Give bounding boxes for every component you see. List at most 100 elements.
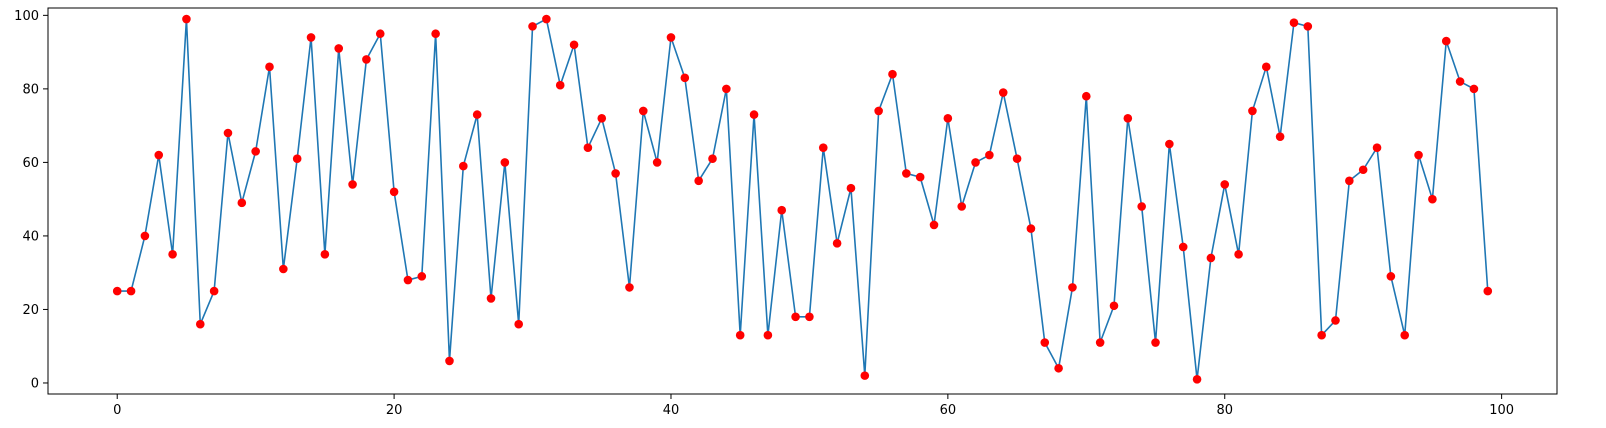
data-point: [985, 150, 994, 160]
data-point: [1372, 143, 1382, 152]
data-point: [874, 106, 883, 116]
data-point: [652, 158, 662, 167]
data-point: [763, 330, 773, 340]
data-point: [1441, 36, 1451, 46]
data-point: [334, 44, 344, 53]
data-point: [1206, 253, 1216, 263]
data-point: [1165, 139, 1174, 149]
data-point: [680, 73, 690, 83]
data-point: [611, 169, 620, 178]
data-point: [1303, 22, 1313, 31]
data-point: [625, 283, 634, 292]
data-point: [168, 250, 177, 259]
data-point: [1248, 106, 1257, 116]
data-point: [1483, 286, 1493, 296]
data-point: [1400, 330, 1410, 340]
data-point: [1109, 301, 1119, 311]
data-point: [112, 286, 122, 296]
series-line: [117, 18, 1489, 381]
data-point: [279, 264, 288, 274]
data-point: [1137, 202, 1146, 211]
data-point: [265, 62, 274, 72]
data-point: [348, 180, 357, 189]
data-point: [1428, 194, 1437, 204]
x-tick-label: 80: [1216, 403, 1233, 418]
data-point: [431, 29, 440, 39]
axis-ticks: 0 20 40 60 80 100 0 20 40 60 80 100: [14, 9, 1514, 418]
data-point: [846, 183, 856, 193]
data-point: [389, 187, 399, 197]
data-point: [1345, 176, 1354, 186]
data-point: [1386, 272, 1396, 281]
data-point: [375, 29, 385, 39]
data-point: [957, 202, 967, 211]
y-tick-label: 100: [14, 9, 39, 24]
data-point: [569, 40, 579, 50]
data-point: [500, 158, 510, 167]
data-point: [126, 286, 136, 296]
data-point: [818, 143, 828, 152]
data-point: [472, 110, 482, 119]
x-tick-label: 40: [663, 403, 680, 418]
data-point: [777, 205, 787, 215]
data-point: [583, 143, 593, 152]
data-point: [666, 33, 676, 42]
data-point: [1151, 338, 1160, 347]
data-point: [251, 147, 260, 156]
data-point: [694, 176, 703, 186]
data-point: [1082, 91, 1091, 101]
y-tick-label: 80: [22, 82, 39, 97]
data-point: [320, 250, 330, 259]
data-point: [902, 169, 911, 178]
data-point: [1289, 18, 1299, 28]
data-point: [223, 128, 233, 138]
data-point: [805, 312, 814, 322]
data-point: [929, 220, 939, 230]
data-point: [1331, 316, 1340, 325]
data-point: [1469, 84, 1479, 94]
data-point: [888, 69, 897, 79]
data-point: [154, 150, 164, 160]
data-point: [528, 22, 537, 31]
data-point: [735, 330, 745, 340]
data-point: [237, 198, 247, 208]
data-point: [860, 371, 870, 380]
data-point: [1358, 165, 1368, 175]
data-point: [1095, 338, 1105, 347]
axes-frame: [47, 7, 1558, 395]
y-tick-label: 40: [22, 229, 39, 244]
data-point: [708, 154, 717, 164]
data-point: [597, 113, 607, 123]
data-point: [292, 154, 302, 164]
y-tick-label: 0: [31, 376, 39, 391]
data-point: [445, 356, 454, 366]
data-point: [1040, 338, 1050, 347]
x-tick-label: 20: [386, 403, 403, 418]
data-point: [1068, 283, 1077, 292]
data-point: [1178, 242, 1188, 252]
y-tick-label: 60: [22, 156, 39, 171]
data-point: [459, 161, 468, 171]
data-point: [722, 84, 731, 94]
y-tick-label: 20: [22, 303, 39, 318]
data-point: [1455, 77, 1465, 86]
x-tick-label: 100: [1489, 403, 1514, 418]
data-point: [971, 158, 980, 167]
data-point: [514, 319, 523, 329]
data-point: [1414, 150, 1423, 160]
data-point: [1220, 180, 1230, 189]
data-point: [1123, 113, 1133, 123]
data-point: [362, 55, 371, 64]
data-point: [943, 113, 953, 123]
data-point: [998, 88, 1008, 97]
data-point: [1192, 375, 1202, 384]
data-point: [638, 106, 648, 116]
data-point: [1234, 250, 1243, 259]
data-point: [486, 294, 496, 303]
data-point: [542, 14, 551, 24]
x-tick-label: 60: [940, 403, 957, 418]
data-series: [112, 14, 1493, 384]
x-tick-label: 0: [113, 403, 121, 418]
